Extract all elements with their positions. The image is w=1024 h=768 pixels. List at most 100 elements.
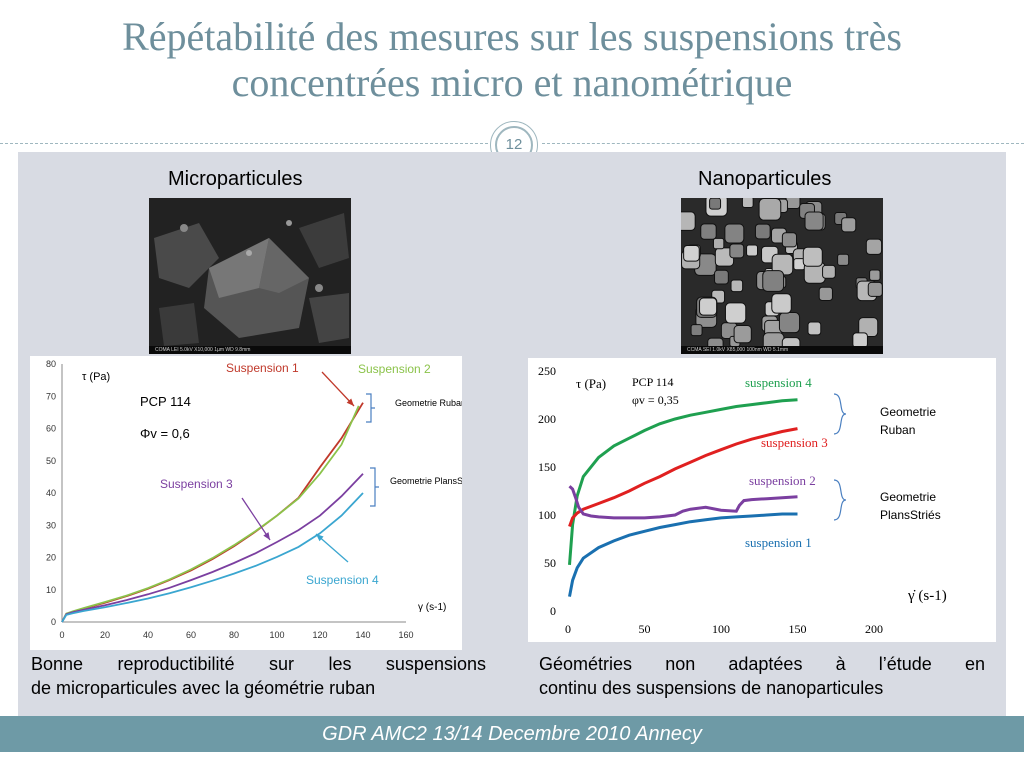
x-tick-label: 160 bbox=[398, 630, 413, 640]
group-label-ruban: Geometrie Ruban bbox=[395, 398, 462, 408]
series-arrowhead bbox=[346, 398, 354, 406]
group-label-plans-1: Geometrie bbox=[880, 490, 936, 504]
title-divider-right bbox=[542, 143, 1024, 144]
nanoparticle bbox=[807, 321, 822, 336]
series-line bbox=[61, 402, 364, 623]
x-tick-label: 200 bbox=[865, 622, 883, 636]
nanoparticle bbox=[733, 325, 752, 344]
slide-title: Répétabilité des mesures sur les suspens… bbox=[0, 14, 1024, 106]
micro-chart: 0 20 40 60 80 100 120 140 160 0 10 20 30 40 50 60 70 80 τ … bbox=[30, 356, 481, 650]
nanoparticle bbox=[681, 211, 696, 231]
nano-chart-svg: 0 50 100 150 200 0 50 100 150 200 250 τ (Pa) γ̇ (s-1… bbox=[538, 364, 947, 636]
nanoparticle bbox=[709, 198, 722, 210]
nanoparticle bbox=[724, 223, 745, 244]
nanoparticle bbox=[778, 312, 801, 334]
x-tick-label: 140 bbox=[355, 630, 370, 640]
bracket-ruban bbox=[366, 393, 375, 423]
title-divider-left bbox=[0, 143, 488, 144]
nanoparticle bbox=[802, 246, 823, 267]
nanoparticle bbox=[762, 270, 785, 292]
x-tick-label: 0 bbox=[565, 622, 571, 636]
nanoparticle bbox=[690, 324, 703, 337]
nano-caption-line-2: continu des suspensions de nanoparticule… bbox=[539, 678, 884, 698]
nanoparticle bbox=[865, 238, 883, 255]
series-arrowhead bbox=[263, 532, 270, 540]
series-line bbox=[61, 405, 360, 623]
nano-chart: 0 50 100 150 200 0 50 100 150 200 250 τ (Pa) γ̇ (s-1… bbox=[528, 358, 996, 642]
nanoparticle bbox=[700, 223, 717, 240]
x-tick-label: 40 bbox=[143, 630, 153, 640]
nano-sem-drawing bbox=[681, 198, 883, 354]
nanoparticle bbox=[754, 223, 771, 240]
group-label-plans: Geometrie PlansStriés bbox=[390, 476, 462, 486]
series-arrow bbox=[321, 371, 355, 407]
x-tick-label: 100 bbox=[269, 630, 284, 640]
nanoparticle bbox=[741, 198, 754, 208]
micro-chart-svg: 0 20 40 60 80 100 120 140 160 0 10 20 30 40 50 60 70 80 τ … bbox=[46, 359, 481, 640]
bracket-plans bbox=[833, 479, 847, 521]
series-line bbox=[568, 427, 798, 528]
series-line bbox=[61, 492, 364, 623]
x-tick-label: 50 bbox=[639, 622, 651, 636]
nanoparticle bbox=[729, 243, 745, 259]
series-arrowhead bbox=[316, 534, 324, 542]
y-axis-label: τ (Pa) bbox=[576, 376, 606, 391]
footer: GDR AMC2 13/14 Decembre 2010 Annecy bbox=[0, 716, 1024, 752]
nanoparticle bbox=[858, 317, 879, 338]
series-line bbox=[568, 512, 798, 597]
x-axis-label: γ̇ (s-1) bbox=[907, 588, 947, 604]
x-tick-label: 20 bbox=[100, 630, 110, 640]
material-label: PCP 114 bbox=[632, 375, 673, 389]
series-line bbox=[568, 398, 798, 566]
y-tick-label: 30 bbox=[46, 520, 56, 530]
y-tick-label: 70 bbox=[46, 391, 56, 401]
y-tick-label: 50 bbox=[46, 456, 56, 466]
nanoparticle bbox=[714, 269, 729, 285]
y-tick-label: 40 bbox=[46, 488, 56, 498]
slide-title-line-1: Répétabilité des mesures sur les suspens… bbox=[122, 14, 902, 59]
micro-caption-line-2: de microparticules avec la géométrie rub… bbox=[31, 678, 376, 698]
series-label: suspension 4 bbox=[745, 375, 812, 390]
nanoparticle bbox=[785, 198, 801, 210]
y-tick-label: 250 bbox=[538, 364, 556, 378]
micro-sem-info-bar: COMA LEI 5.0kV X10,000 1µm WD 9.8mm bbox=[149, 346, 351, 354]
group-label-ruban-1: Geometrie bbox=[880, 405, 936, 419]
y-tick-label: 20 bbox=[46, 553, 56, 563]
nanoparticle bbox=[781, 232, 798, 248]
x-axis-label: γ (s-1) bbox=[418, 602, 446, 613]
nanoparticle bbox=[822, 264, 836, 279]
nano-sem-info-bar: CCMA SEI 1.0kV X85,000 100nm WD 5.1mm bbox=[681, 346, 883, 354]
slide-title-line-2: concentrées micro et nanométrique bbox=[231, 60, 793, 105]
x-tick-label: 60 bbox=[186, 630, 196, 640]
nanoparticle bbox=[869, 269, 881, 281]
nanoparticle bbox=[804, 211, 824, 231]
nanoparticle bbox=[683, 245, 700, 262]
series-label: suspension 3 bbox=[761, 435, 828, 450]
micro-caption-line-1: Bonne reproductibilité sur les suspensio… bbox=[31, 654, 486, 674]
micro-sem-drawing bbox=[149, 198, 351, 354]
x-tick-label: 0 bbox=[59, 630, 64, 640]
nanoparticle bbox=[758, 198, 782, 221]
nano-caption-line-1: Géométries non adaptées à l’étude en bbox=[539, 654, 985, 674]
nanoparticle bbox=[712, 237, 725, 250]
micro-sem-image: COMA LEI 5.0kV X10,000 1µm WD 9.8mm bbox=[149, 198, 351, 354]
series-label: suspension 1 bbox=[745, 535, 812, 550]
y-tick-label: 60 bbox=[46, 424, 56, 434]
y-tick-label: 80 bbox=[46, 359, 56, 369]
x-tick-label: 80 bbox=[229, 630, 239, 640]
bracket-plans bbox=[370, 467, 379, 507]
x-tick-label: 120 bbox=[312, 630, 327, 640]
y-tick-label: 50 bbox=[544, 556, 556, 570]
series-label: Suspension 2 bbox=[358, 362, 431, 376]
y-tick-label: 150 bbox=[538, 460, 556, 474]
series-label: Suspension 1 bbox=[226, 361, 299, 375]
nanoparticle bbox=[730, 279, 744, 293]
series-line bbox=[568, 485, 798, 520]
y-tick-label: 10 bbox=[46, 585, 56, 595]
nano-caption: Géométries non adaptées à l’étude en con… bbox=[539, 652, 985, 700]
y-axis-label: τ (Pa) bbox=[82, 371, 110, 383]
nanoparticle bbox=[724, 302, 747, 324]
series-arrow bbox=[241, 497, 271, 541]
footer-bottom-strip bbox=[0, 752, 1024, 768]
nano-sem-image: CCMA SEI 1.0kV X85,000 100nm WD 5.1mm bbox=[681, 198, 883, 354]
